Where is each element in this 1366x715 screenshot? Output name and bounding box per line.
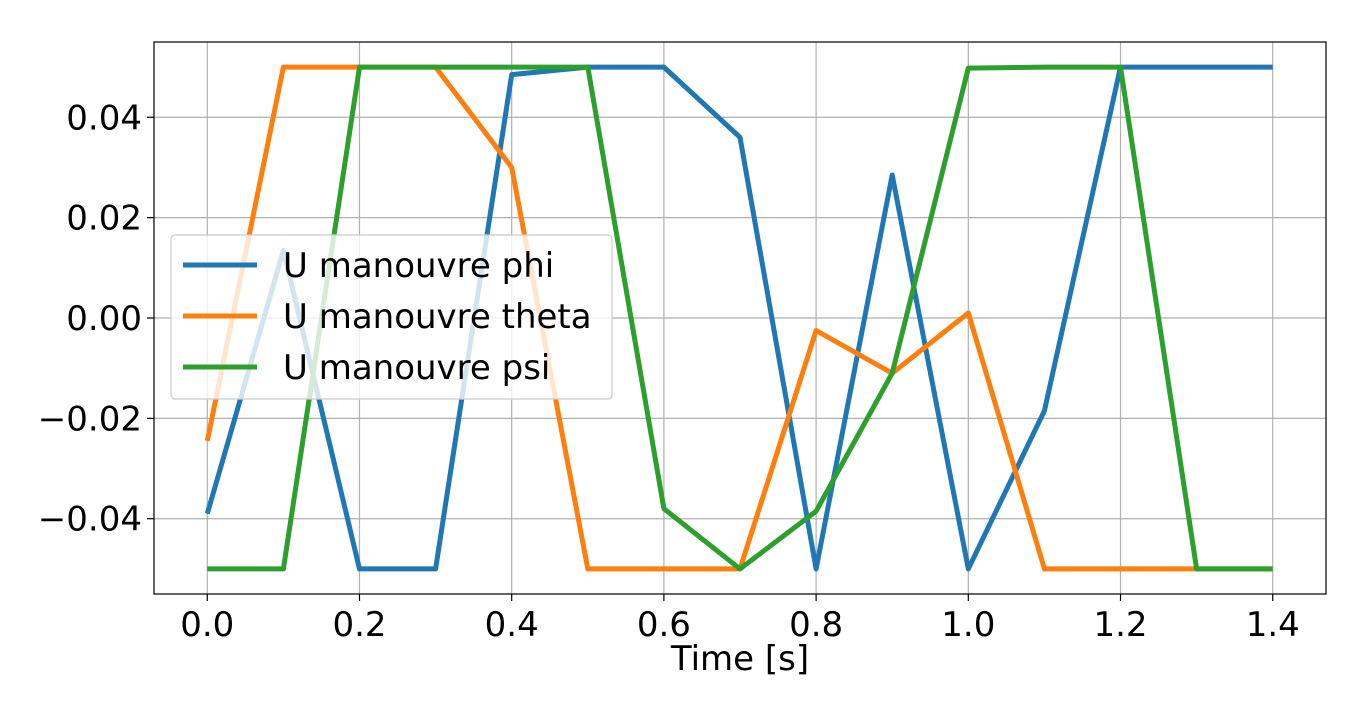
series-line-1 xyxy=(204,64,1273,572)
x-tick-label: 1.0 xyxy=(941,605,995,645)
x-tick-label: 0.6 xyxy=(637,605,691,645)
x-tick-label: 1.2 xyxy=(1093,605,1147,645)
legend[interactable]: U manouvre phi U manouvre theta U manouvre… xyxy=(170,234,613,400)
x-tick-label: 0.2 xyxy=(332,605,386,645)
x-tick-label: 0.8 xyxy=(789,605,843,645)
y-tick-labels: −0.04 −0.02 0.00 0.02 0.04 xyxy=(38,98,142,539)
legend-label-2: U manouvre theta xyxy=(283,297,592,337)
y-tick-label: −0.02 xyxy=(38,399,142,439)
x-tick-label: 1.4 xyxy=(1246,605,1300,645)
series-layer xyxy=(204,64,1273,572)
y-tick-label: 0.04 xyxy=(66,98,142,138)
x-tick-label: 0.4 xyxy=(485,605,539,645)
y-tick-label: −0.04 xyxy=(38,500,142,540)
series-line-3 xyxy=(207,64,1273,572)
tick-marks xyxy=(147,116,1274,601)
x-axis-title: Time [s] xyxy=(670,639,809,679)
legend-box xyxy=(170,234,613,400)
y-tick-label: 0.02 xyxy=(66,199,142,239)
y-tick-label: 0.00 xyxy=(66,299,142,339)
legend-label-1: U manouvre phi xyxy=(283,246,554,286)
legend-entries: U manouvre phi U manouvre theta U manouvre… xyxy=(183,246,592,388)
x-tick-labels: 0.0 0.2 0.4 0.6 0.8 1.0 1.2 1.4 xyxy=(180,605,1300,645)
legend-label-3: U manouvre psi xyxy=(283,348,550,388)
x-tick-label: 0.0 xyxy=(180,605,234,645)
